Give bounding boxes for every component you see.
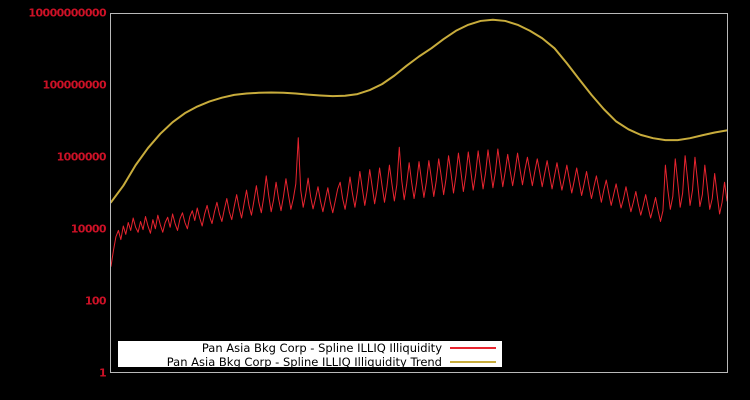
legend-entry-trend: Pan Asia Bkg Corp - Spline ILLIQ Illiqui… — [118, 355, 502, 369]
legend-label-trend: Pan Asia Bkg Corp - Spline ILLIQ Illiqui… — [166, 355, 442, 369]
legend-swatch-illiquidity — [450, 347, 496, 349]
series-line-trend — [111, 20, 727, 203]
series-line-illiquidity — [111, 138, 727, 267]
y-tick-label: 1 — [98, 366, 107, 380]
plot-area — [110, 13, 728, 373]
y-tick-label: 10000 — [70, 222, 107, 236]
legend-swatch-trend — [450, 361, 496, 363]
plot-svg — [111, 14, 727, 372]
y-tick-label: 1000000 — [56, 150, 107, 164]
legend-entry-illiquidity: Pan Asia Bkg Corp - Spline ILLIQ Illiqui… — [118, 341, 502, 355]
y-axis-tick-labels: 10000000000 100000000 1000000 10000 100 1 — [0, 0, 106, 400]
y-tick-label: 100 — [84, 294, 107, 308]
legend-label-illiquidity: Pan Asia Bkg Corp - Spline ILLIQ Illiqui… — [201, 341, 442, 355]
chart-legend: Pan Asia Bkg Corp - Spline ILLIQ Illiqui… — [117, 340, 503, 369]
y-tick-label: 100000000 — [42, 78, 107, 92]
y-tick-label: 10000000000 — [28, 6, 106, 20]
